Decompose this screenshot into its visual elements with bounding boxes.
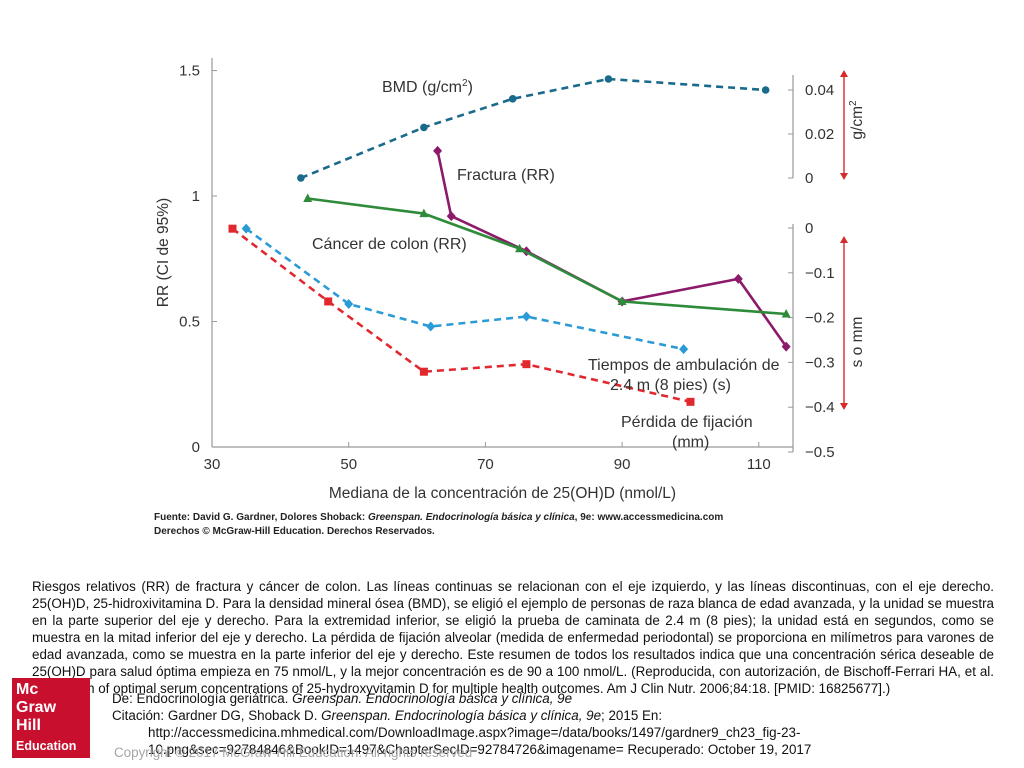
data-point-3 — [344, 298, 354, 309]
data-point-2 — [617, 296, 627, 305]
y-right-upper-tick-label: 0.04 — [805, 82, 834, 99]
data-point-2 — [515, 243, 525, 253]
annotation-3: Tiempos de ambulación de — [588, 357, 780, 374]
data-point-2 — [419, 208, 429, 218]
data-point-4 — [522, 360, 531, 369]
y-left-tick-label: 0 — [192, 439, 200, 456]
citation-from: De: Endocrinología geriátrica. Greenspan… — [112, 691, 573, 706]
data-point-4 — [324, 297, 333, 306]
data-point-1 — [733, 273, 743, 284]
x-tick-label: 50 — [340, 456, 357, 473]
data-point-2 — [303, 193, 313, 203]
source-line-1: Fuente: David G. Gardner, Dolores Shobac… — [154, 512, 724, 523]
y-axis-left-title: RR (CI de 95%) — [155, 198, 172, 307]
annotation-superscript: 2 — [462, 78, 468, 89]
lower-axis-arrow — [840, 236, 848, 410]
data-point-3 — [521, 311, 531, 322]
data-point-3 — [679, 344, 689, 355]
annotation-tail: ) — [468, 79, 473, 96]
citation-ref: Citación: Gardner DG, Shoback D. Greensp… — [112, 708, 663, 723]
data-point-1 — [433, 145, 443, 156]
annotation-4: 2.4 m (8 pies) (s) — [610, 377, 731, 394]
lower-axis-arrow-head-bottom — [840, 403, 848, 410]
logo-line-4: Education — [16, 739, 77, 753]
x-tick-label: 110 — [747, 456, 771, 473]
y-right-lower-tick-label: −0.2 — [805, 310, 835, 327]
data-point-4 — [419, 367, 428, 376]
y-right-lower-tick-label: −0.3 — [805, 354, 835, 371]
citation-url[interactable]: http://accessmedicina.mhmedical.com/Down… — [148, 725, 801, 740]
lower-axis-arrow-head-top — [840, 236, 848, 243]
mcgraw-hill-logo: Mc Graw Hill Education — [12, 678, 90, 758]
series-line-0 — [300, 77, 766, 180]
logo-line-1: Mc — [16, 681, 39, 698]
y-axis-right-lower-title: s o mm — [849, 317, 866, 368]
y-left-tick-label: 0.5 — [179, 314, 200, 331]
annotation-0: BMD (g/cm2) — [382, 78, 473, 96]
data-point-3 — [241, 223, 251, 234]
x-axis-title: Mediana de la concentración de 25(OH)D (… — [329, 485, 676, 502]
logo-line-3: Hill — [16, 717, 41, 734]
y-right-lower-tick-label: −0.1 — [805, 265, 835, 282]
y-right-lower-tick-label: −0.4 — [805, 399, 835, 416]
y-axis-right-upper-title-superscript: 2 — [848, 100, 859, 106]
upper-axis-arrow — [840, 70, 848, 180]
data-point-0 — [508, 95, 517, 103]
series-line-3 — [245, 227, 684, 351]
data-point-3 — [426, 321, 436, 332]
data-point-0 — [420, 123, 428, 132]
y-left-tick-label: 1.5 — [179, 63, 200, 80]
annotation-6: (mm) — [672, 434, 709, 451]
chart-figure: 0 0.5 1 1.5 30 50 70 90 110 Mediana de la concent… — [150, 52, 870, 538]
series-line-4 — [231, 227, 691, 404]
chart-plot: 0 0.5 1 1.5 30 50 70 90 110 Mediana de la concent… — [155, 58, 866, 502]
citation-block: De: Endocrinología geriátrica. Greenspan… — [112, 690, 872, 758]
upper-axis-arrow-head-bottom — [840, 173, 848, 180]
annotation-2: Cáncer de colon (RR) — [312, 236, 467, 253]
figure-caption: Riesgos relativos (RR) de fractura y cán… — [32, 579, 994, 696]
x-tick-label: 70 — [477, 456, 494, 473]
y-right-upper-tick-label: 0 — [805, 170, 813, 187]
data-point-0 — [604, 75, 613, 83]
data-point-0 — [297, 174, 305, 182]
annotation-5: Pérdida de fijación — [621, 414, 753, 431]
y-right-lower-tick-label: 0 — [805, 220, 813, 237]
data-point-4 — [686, 397, 695, 406]
x-tick-label: 90 — [614, 456, 631, 473]
y-axis-right-upper-title: g/cm2 — [848, 100, 866, 140]
data-point-4 — [228, 224, 237, 233]
y-right-upper-tick-label: 0.02 — [805, 126, 834, 143]
y-left-tick-label: 1 — [192, 188, 200, 205]
upper-axis-arrow-head-top — [840, 70, 848, 77]
data-point-1 — [781, 341, 791, 352]
series-line-2 — [307, 197, 787, 316]
annotation-1: Fractura (RR) — [457, 167, 555, 184]
x-tick-label: 30 — [204, 456, 221, 473]
logo-line-2: Graw — [16, 699, 57, 716]
source-line-2: Derechos © McGraw-Hill Education. Derech… — [154, 526, 435, 537]
copyright-notice: Copyright © 2017 McGraw-Hill Education. … — [114, 745, 473, 760]
data-point-0 — [761, 86, 770, 94]
data-point-2 — [781, 308, 791, 318]
data-point-1 — [446, 211, 456, 222]
y-right-lower-tick-label: −0.5 — [805, 444, 835, 461]
citation-url-continued: 10.png&sec=92784846&BookID=1497&ChapterS… — [148, 742, 812, 757]
